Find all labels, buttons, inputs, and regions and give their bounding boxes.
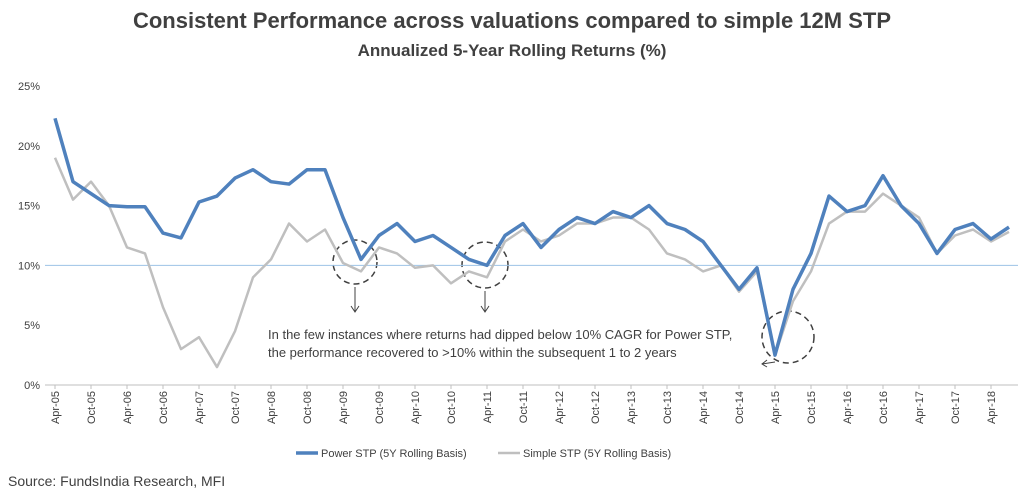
y-tick-label: 25%: [18, 81, 40, 93]
x-tick-label: Oct-14: [734, 391, 746, 424]
x-tick-label: Oct-09: [374, 391, 386, 424]
x-tick-label: Apr-18: [986, 391, 998, 424]
x-tick-label: Oct-10: [446, 391, 458, 424]
y-tick-label: 15%: [18, 201, 40, 213]
source: Source: FundsIndia Research, MFI: [8, 473, 225, 489]
x-tick-label: Apr-11: [482, 391, 494, 423]
x-tick-label: Apr-15: [770, 391, 782, 424]
y-tick-label: 0%: [24, 380, 40, 392]
x-tick-label: Apr-16: [842, 391, 854, 424]
x-tick-label: Apr-08: [266, 391, 278, 424]
y-tick-label: 10%: [18, 260, 40, 272]
series-line: [53, 117, 1010, 357]
x-tick-label: Oct-15: [806, 391, 818, 424]
x-tick-label: Oct-11: [518, 391, 530, 423]
x-tick-label: Apr-17: [914, 391, 926, 424]
chart-title: Consistent Performance across valuations…: [133, 8, 891, 33]
x-tick-label: Oct-16: [878, 391, 890, 424]
annotation-arrows: [350, 287, 776, 368]
x-tick-label: Oct-08: [302, 391, 314, 424]
chart-subtitle: Annualized 5-Year Rolling Returns (%): [358, 41, 667, 60]
x-tick-label: Apr-10: [410, 391, 422, 424]
x-tick-label: Oct-17: [950, 391, 962, 424]
x-tick-label: Apr-09: [338, 391, 350, 424]
annotation: In the few instances where returns had d…: [268, 327, 732, 342]
legend-label: Simple STP (5Y Rolling Basis): [523, 448, 671, 460]
y-tick-label: 20%: [18, 141, 40, 153]
x-tick-label: Apr-06: [122, 391, 134, 424]
x-tick-label: Apr-13: [626, 391, 638, 424]
legend-label: Power STP (5Y Rolling Basis): [321, 448, 467, 460]
x-tick-label: Oct-12: [590, 391, 602, 424]
x-tick-label: Apr-07: [194, 391, 206, 424]
x-tick-label: Oct-05: [86, 391, 98, 424]
x-tick-label: Apr-14: [698, 391, 710, 424]
annotation: the performance recovered to >10% within…: [268, 345, 677, 360]
x-tick-label: Oct-06: [158, 391, 170, 424]
x-tick-label: Apr-12: [554, 391, 566, 424]
x-tick-label: Apr-05: [50, 391, 62, 424]
x-tick-label: Oct-07: [230, 391, 242, 424]
y-tick-label: 5%: [24, 320, 40, 332]
x-tick-label: Oct-13: [662, 391, 674, 424]
